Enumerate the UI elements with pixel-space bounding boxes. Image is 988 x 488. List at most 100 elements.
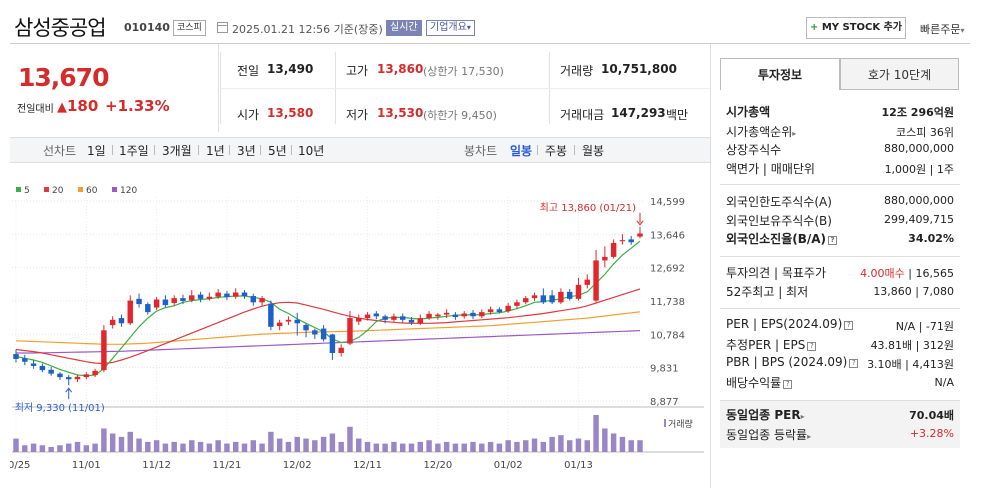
shares-value: 880,000,000	[884, 142, 954, 155]
legend-label: 5	[24, 186, 30, 196]
sector-change-value: +3.28%	[909, 427, 954, 440]
candle-monthly[interactable]: 월봉	[582, 144, 605, 158]
volume-bar	[470, 441, 476, 452]
shares-label: 상장주식수	[726, 143, 782, 157]
candle-body	[320, 328, 327, 340]
period-3y[interactable]: 3년	[237, 144, 256, 158]
candle-body	[83, 374, 90, 378]
candle-body	[127, 300, 133, 324]
dividend-value: N/A	[934, 376, 954, 389]
quote-datetime: 2025.01.21 12:56 기준(장중)	[232, 23, 383, 36]
period-separator	[229, 145, 230, 155]
volume-bar	[382, 443, 388, 452]
volume-bar	[224, 443, 230, 452]
header-divider	[10, 43, 970, 44]
high-value: 13,860	[377, 62, 424, 76]
candle-body	[364, 314, 371, 319]
candle-body	[162, 299, 169, 306]
stock-name: 삼성중공업	[14, 16, 107, 40]
candle-body	[241, 292, 248, 297]
per-eps-label: PER | EPS(2024.09)?	[726, 317, 854, 331]
high-label: 고가	[346, 64, 369, 78]
volume-bar	[417, 441, 424, 452]
company-overview-dropdown[interactable]: 기업개요▾	[426, 20, 475, 36]
candle-body	[197, 294, 204, 299]
open-value: 13,580	[267, 106, 314, 120]
x-tick-label: 11/21	[213, 460, 242, 471]
volume-bar	[523, 440, 529, 452]
period-1y[interactable]: 1년	[206, 144, 225, 158]
period-5y[interactable]: 5년	[268, 144, 287, 158]
stock-chart[interactable]: 5 20 60 120 14,599 13,646 12,692 11,738 10,784 9,…	[10, 163, 710, 488]
help-icon[interactable]: ?	[783, 380, 793, 389]
volume-bar	[531, 438, 538, 452]
upper-limit: (상한가 17,530)	[423, 65, 504, 78]
volume-bar	[575, 438, 582, 452]
candle-body	[505, 305, 511, 312]
candle-body	[575, 284, 582, 299]
legend-label: 120	[120, 186, 137, 196]
help-icon[interactable]: ?	[844, 321, 854, 330]
period-1d[interactable]: 1일	[87, 144, 106, 158]
foreign-limit-label: 외국인한도주식수(A)	[726, 195, 832, 209]
sector-change-label[interactable]: 동일업종 등락률▸	[726, 426, 811, 443]
volume-bar	[637, 440, 643, 452]
period-1w[interactable]: 1주일	[119, 144, 149, 158]
volume-bar	[426, 440, 432, 452]
per-eps-value: N/A | -71원	[895, 320, 954, 333]
sector-per-label-text: 동일업종 PER	[726, 408, 801, 422]
y-tick-label: 13,646	[650, 230, 685, 241]
period-3m[interactable]: 3개월	[162, 144, 192, 158]
volume-bar	[320, 436, 327, 452]
candle-chart-label: 봉차트	[464, 144, 498, 158]
volume-bar	[22, 445, 28, 452]
market-cap-value: 12조 296억원	[881, 106, 954, 119]
candle-body	[180, 298, 186, 301]
amount-value: 147,293	[611, 106, 666, 120]
chevron-right-icon: ▸	[807, 432, 812, 441]
volume-bar	[391, 441, 397, 452]
candle-body	[373, 313, 380, 317]
candle-body	[470, 312, 476, 317]
add-mystock-button[interactable]: + MY STOCK 추가	[806, 17, 906, 39]
candle-body	[479, 312, 485, 317]
candle-body	[153, 299, 160, 308]
tab-hoga-10[interactable]: 호가 10단계	[840, 58, 959, 90]
candle-daily[interactable]: 일봉	[510, 144, 533, 158]
sector-per-label[interactable]: 동일업종 PER▸	[726, 406, 805, 423]
volume-bar	[285, 441, 292, 452]
help-icon[interactable]: ?	[849, 359, 859, 368]
period-10y[interactable]: 10년	[298, 144, 325, 158]
candle-weekly[interactable]: 주봉	[545, 144, 568, 158]
candle-body	[496, 309, 503, 313]
candle-body	[74, 376, 81, 380]
help-icon[interactable]: ?	[828, 236, 838, 245]
candle-body	[523, 298, 529, 303]
candle-body	[356, 318, 362, 322]
prev-diff-label: 전일대비	[17, 104, 54, 115]
volume-bar	[540, 441, 547, 452]
foreign-hold-value: 299,409,715	[884, 213, 954, 226]
candle-body	[399, 316, 406, 320]
volume-bar	[259, 443, 265, 452]
tab-invest-info[interactable]: 투자정보	[720, 58, 840, 90]
candle-body	[487, 309, 494, 313]
candle-body	[417, 318, 424, 324]
cap-rank-label: 시가총액순위▸	[726, 123, 796, 140]
volume-bar	[628, 440, 634, 452]
realtime-button[interactable]: 실시간	[386, 20, 422, 36]
candle-body	[48, 369, 54, 374]
volume-bar	[487, 441, 494, 452]
help-icon[interactable]: ?	[807, 342, 817, 351]
volume-legend-swatch	[664, 419, 666, 427]
volume-bar	[312, 440, 318, 452]
volume-bar	[619, 436, 626, 452]
volume-bar	[276, 438, 283, 452]
quick-order-button[interactable]: 빠른주문▾	[920, 21, 965, 37]
volume-bar	[92, 443, 98, 452]
volume-bar	[364, 441, 371, 452]
volume-bar	[30, 443, 37, 452]
x-tick-label: 12/11	[353, 460, 382, 471]
candle-body	[232, 292, 239, 297]
dividend-label: 배당수익률?	[726, 374, 793, 391]
